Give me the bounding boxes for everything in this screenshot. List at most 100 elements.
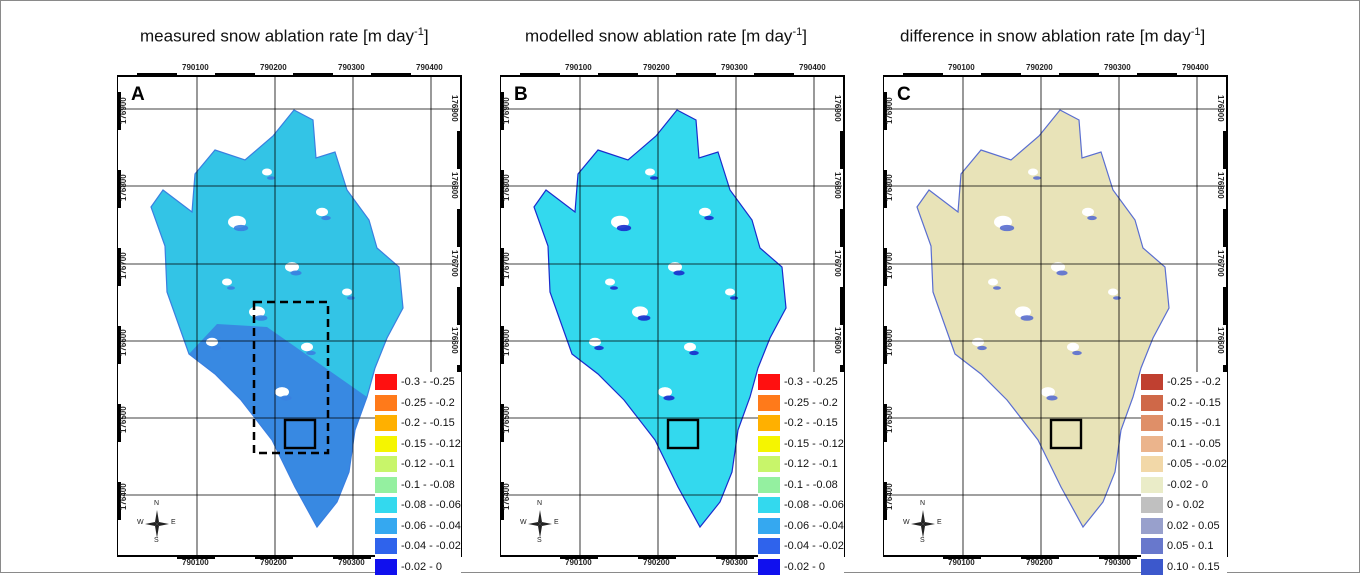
legend-label: 0.02 - 0.05 bbox=[1167, 520, 1220, 532]
compass-label-s: S bbox=[920, 537, 925, 544]
snow-free-patch bbox=[316, 208, 328, 216]
x-tick-label-bottom: 790300 bbox=[338, 558, 365, 567]
x-tick-label-top: 790400 bbox=[1182, 63, 1209, 72]
ablation-patch bbox=[663, 396, 674, 401]
legend-label: -0.25 - -0.2 bbox=[784, 397, 838, 409]
snow-free-patch bbox=[262, 169, 272, 176]
compass-label-e: E bbox=[171, 519, 176, 526]
scale-bar-top bbox=[598, 73, 638, 77]
legend-item: -0.02 - 0 bbox=[758, 557, 844, 577]
ablation-patch bbox=[638, 315, 651, 321]
snow-free-patch bbox=[342, 289, 352, 296]
y-tick-label-left: 176600 bbox=[502, 329, 511, 356]
legend-label: -0.06 - -0.04 bbox=[784, 520, 844, 532]
ablation-patch bbox=[347, 296, 355, 300]
y-tick-label-left: 176800 bbox=[119, 174, 128, 201]
legend-swatch bbox=[375, 395, 397, 411]
legend-item: -0.3 - -0.25 bbox=[375, 372, 461, 393]
legend-label: 0.10 - 0.15 bbox=[1167, 561, 1220, 573]
compass-label-w: W bbox=[137, 519, 144, 526]
legend-label: -0.08 - -0.06 bbox=[401, 499, 461, 511]
snow-free-patch bbox=[285, 262, 299, 272]
x-tick-label-top: 790400 bbox=[416, 63, 443, 72]
x-tick-label-bottom: 790100 bbox=[182, 558, 209, 567]
y-tick-label-left: 176400 bbox=[502, 483, 511, 510]
y-tick-label-right: 176700 bbox=[833, 250, 842, 277]
ablation-patch bbox=[227, 286, 235, 290]
ablation-patch bbox=[594, 346, 604, 350]
y-tick-label-left: 176500 bbox=[119, 406, 128, 433]
scale-bar-top bbox=[371, 73, 411, 77]
legend-label: -0.25 - -0.2 bbox=[1167, 376, 1221, 388]
legend-label: -0.15 - -0.12 bbox=[401, 438, 461, 450]
snow-free-patch bbox=[684, 343, 696, 351]
scale-bar-top bbox=[981, 73, 1021, 77]
y-tick-label-left: 176500 bbox=[502, 406, 511, 433]
legend-swatch bbox=[758, 559, 780, 575]
legend-item: -0.15 - -0.12 bbox=[375, 434, 461, 455]
scale-bar-right bbox=[840, 131, 844, 169]
legend-item: -0.1 - -0.08 bbox=[375, 475, 461, 496]
x-tick-label-top: 790200 bbox=[1026, 63, 1053, 72]
legend-item: -0.08 - -0.06 bbox=[375, 495, 461, 516]
map-legend: -0.3 - -0.25-0.25 - -0.2-0.2 - -0.15-0.1… bbox=[375, 372, 461, 577]
scale-bar-right bbox=[457, 287, 461, 325]
ablation-patch bbox=[306, 351, 316, 355]
legend-item: -0.12 - -0.1 bbox=[758, 454, 844, 475]
ablation-patch bbox=[267, 176, 275, 180]
snow-free-patch bbox=[988, 279, 998, 286]
legend-swatch bbox=[375, 456, 397, 472]
legend-swatch bbox=[758, 477, 780, 493]
scale-bar-top bbox=[137, 73, 177, 77]
y-tick-label-left: 176700 bbox=[502, 252, 511, 279]
legend-label: -0.2 - -0.15 bbox=[401, 417, 455, 429]
legend-swatch bbox=[1141, 415, 1163, 431]
scale-bar-right bbox=[457, 131, 461, 169]
legend-swatch bbox=[758, 538, 780, 554]
ablation-patch bbox=[1113, 296, 1121, 300]
ablation-patch bbox=[255, 315, 268, 321]
legend-item: -0.2 - -0.15 bbox=[1141, 393, 1227, 414]
legend-label: -0.06 - -0.04 bbox=[401, 520, 461, 532]
x-tick-label-top: 790300 bbox=[721, 63, 748, 72]
ablation-patch bbox=[993, 286, 1001, 290]
legend-item: -0.2 - -0.15 bbox=[758, 413, 844, 434]
legend-item: 0.10 - 0.15 bbox=[1141, 557, 1227, 577]
snow-free-patch bbox=[222, 279, 232, 286]
y-tick-label-left: 176900 bbox=[885, 97, 894, 124]
x-tick-label-bottom: 790100 bbox=[565, 558, 592, 567]
snow-free-patch bbox=[1041, 387, 1055, 397]
legend-item: 0.02 - 0.05 bbox=[1141, 516, 1227, 537]
legend-item: -0.06 - -0.04 bbox=[375, 516, 461, 537]
ablation-patch bbox=[1087, 216, 1097, 220]
legend-swatch bbox=[1141, 374, 1163, 390]
ablation-patch bbox=[730, 296, 738, 300]
scale-bar-top bbox=[520, 73, 560, 77]
x-tick-label-top: 790300 bbox=[1104, 63, 1131, 72]
legend-item: -0.25 - -0.2 bbox=[758, 393, 844, 414]
compass-label-n: N bbox=[154, 500, 159, 507]
legend-label: -0.1 - -0.08 bbox=[784, 479, 838, 491]
y-tick-label-right: 176600 bbox=[1216, 327, 1225, 354]
legend-swatch bbox=[375, 436, 397, 452]
ablation-patch bbox=[211, 346, 221, 350]
x-tick-label-bottom: 790200 bbox=[260, 558, 287, 567]
panel-letter: B bbox=[514, 84, 528, 106]
ablation-patch bbox=[1056, 271, 1067, 276]
snow-free-patch bbox=[1067, 343, 1079, 351]
snow-free-patch bbox=[1108, 289, 1118, 296]
y-tick-label-right: 176900 bbox=[1216, 95, 1225, 122]
legend-label: -0.3 - -0.25 bbox=[401, 376, 455, 388]
scale-bar-right bbox=[1223, 287, 1227, 325]
y-tick-label-left: 176800 bbox=[502, 174, 511, 201]
scale-bar-top bbox=[903, 73, 943, 77]
legend-swatch bbox=[758, 415, 780, 431]
compass-label-n: N bbox=[920, 500, 925, 507]
legend-item: -0.06 - -0.04 bbox=[758, 516, 844, 537]
legend-swatch bbox=[375, 538, 397, 554]
legend-label: -0.04 - -0.02 bbox=[401, 540, 461, 552]
snow-extent bbox=[534, 110, 786, 527]
snow-extent bbox=[151, 110, 403, 527]
legend-item: -0.15 - -0.1 bbox=[1141, 413, 1227, 434]
